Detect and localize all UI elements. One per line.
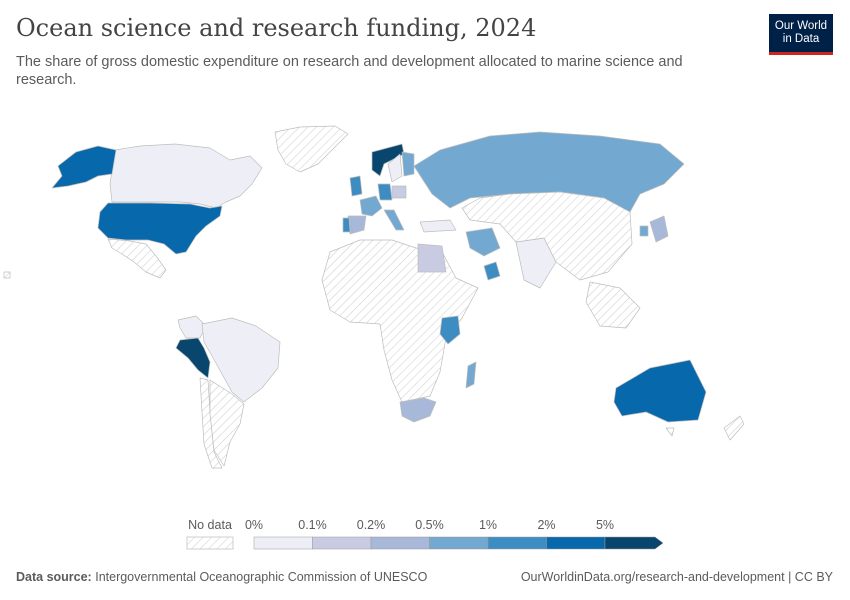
region-russia[interactable] <box>413 131 685 213</box>
data-source-label: Data source: <box>16 570 92 584</box>
logo-line-2: in Data <box>782 33 820 45</box>
region-italy[interactable] <box>383 209 405 231</box>
region-united-states[interactable] <box>97 202 223 255</box>
region-south-africa[interactable] <box>399 397 437 423</box>
region-japan[interactable] <box>649 215 669 243</box>
region-germany[interactable] <box>377 183 393 201</box>
region-portugal[interactable] <box>342 217 351 233</box>
legend-tick-label-4: 1% <box>479 518 497 532</box>
region-poland[interactable] <box>391 185 407 199</box>
legend-swatch-6 <box>604 536 664 550</box>
region-sweden[interactable] <box>387 153 403 183</box>
region-canada[interactable] <box>109 143 263 209</box>
region-colombia[interactable] <box>177 315 207 339</box>
legend-tick-label-5: 2% <box>537 518 555 532</box>
region-finland[interactable] <box>401 151 415 177</box>
legend-swatch-2 <box>370 536 430 550</box>
legend-no-data-label: No data <box>188 518 232 532</box>
region-hawaii-united-states[interactable] <box>3 271 11 279</box>
region-norway[interactable] <box>371 143 405 177</box>
region-madagascar[interactable] <box>465 361 477 389</box>
legend-no-data-swatch <box>186 536 234 550</box>
chart-title: Ocean science and research funding, 2024 <box>16 14 537 42</box>
legend-swatch-5 <box>546 536 606 550</box>
region-united-kingdom[interactable] <box>349 175 363 197</box>
data-source: Data source: Intergovernmental Oceanogra… <box>16 570 427 584</box>
region-africa-no-data[interactable] <box>321 239 479 403</box>
region-south-korea[interactable] <box>639 225 649 237</box>
map-legend: No data 0% 0.1% 0.2% 0.5% 1% 2% 5% <box>186 518 664 550</box>
region-peru[interactable] <box>175 337 211 379</box>
region-turkey[interactable] <box>419 219 457 233</box>
legend-tick-label-1: 0.1% <box>298 518 327 532</box>
region-southeast-asia-no-data[interactable] <box>585 281 641 329</box>
region-australia[interactable] <box>613 359 707 423</box>
legend-swatch-1 <box>312 536 372 550</box>
data-source-text: Intergovernmental Oceanographic Commissi… <box>95 570 428 584</box>
region-tasmania-australia[interactable] <box>665 427 675 437</box>
region-china[interactable] <box>461 191 633 281</box>
legend-tick-label-6: 5% <box>596 518 614 532</box>
source-url[interactable]: OurWorldinData.org/research-and-developm… <box>520 570 833 584</box>
region-iran[interactable] <box>465 227 501 257</box>
chart-subtitle: The share of gross domestic expenditure … <box>16 54 683 88</box>
region-greenland[interactable] <box>274 125 349 173</box>
owid-logo[interactable]: Our World in Data <box>769 14 833 55</box>
legend-swatch-4 <box>487 536 547 550</box>
legend-tick-label-3: 0.5% <box>415 518 444 532</box>
legend-tick-label-0: 0% <box>245 518 263 532</box>
region-brazil[interactable] <box>201 317 281 403</box>
logo-line-1: Our World <box>774 20 828 32</box>
region-oman[interactable] <box>483 261 501 281</box>
region-alaska-united-states[interactable] <box>51 145 117 189</box>
legend-swatch-0 <box>253 536 313 550</box>
region-spain[interactable] <box>347 215 367 235</box>
region-egypt[interactable] <box>417 243 447 273</box>
region-france[interactable] <box>359 195 383 217</box>
region-mexico[interactable] <box>107 238 167 279</box>
region-argentina[interactable] <box>209 379 245 467</box>
region-kenya[interactable] <box>439 315 461 345</box>
world-map: No data 0% 0.1% 0.2% 0.5% 1% 2% 5% <box>3 125 745 550</box>
legend-swatch-3 <box>429 536 489 550</box>
region-new-zealand[interactable] <box>723 415 745 441</box>
legend-tick-label-2: 0.2% <box>357 518 386 532</box>
